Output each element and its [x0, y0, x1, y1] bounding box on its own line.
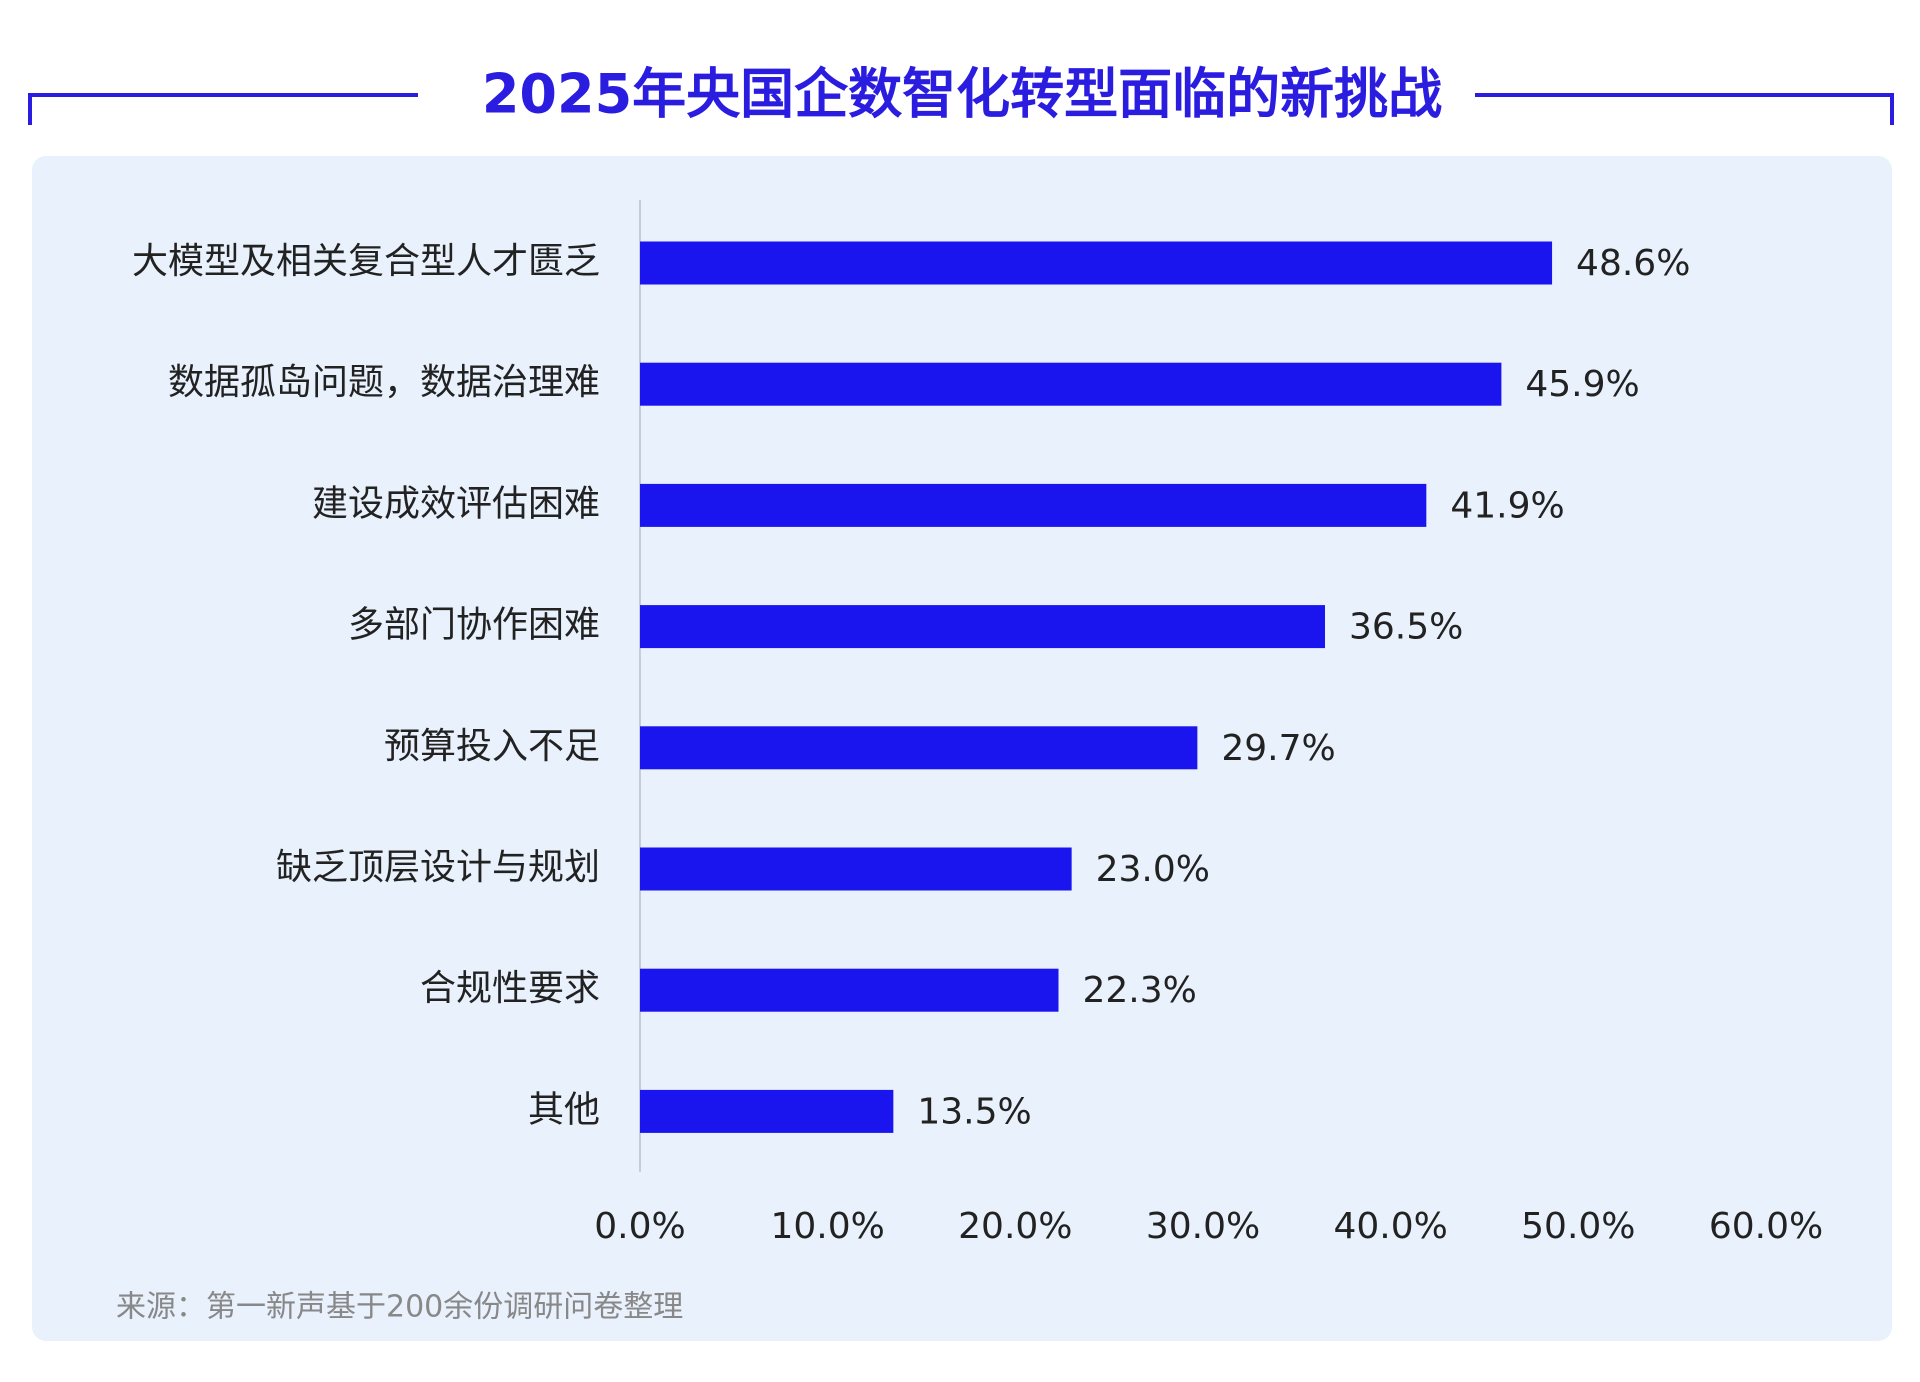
category-label: 其他 — [528, 1089, 600, 1130]
value-label: 22.3% — [1082, 970, 1196, 1011]
bar — [640, 605, 1325, 649]
value-label: 13.5% — [917, 1091, 1031, 1132]
bar — [640, 1089, 894, 1133]
x-tick-label: 30.0% — [1146, 1206, 1260, 1247]
category-label: 合规性要求 — [420, 968, 600, 1009]
bar — [640, 241, 1553, 285]
category-label: 缺乏顶层设计与规划 — [276, 847, 600, 888]
value-label: 29.7% — [1221, 728, 1335, 769]
value-label: 36.5% — [1349, 607, 1463, 648]
bar — [640, 483, 1427, 527]
bar — [640, 362, 1502, 406]
value-label: 45.9% — [1525, 364, 1639, 405]
bar — [640, 847, 1072, 891]
bar — [640, 726, 1198, 770]
x-tick-label: 0.0% — [594, 1206, 685, 1247]
chart-title: 2025年央国企数智化转型面临的新挑战 — [482, 63, 1442, 126]
category-label: 预算投入不足 — [384, 726, 600, 767]
bar — [640, 968, 1059, 1012]
x-tick-label: 60.0% — [1709, 1206, 1823, 1247]
category-label: 建设成效评估困难 — [312, 483, 600, 524]
category-label: 大模型及相关复合型人才匮乏 — [132, 241, 600, 282]
category-label: 数据孤岛问题，数据治理难 — [168, 362, 600, 403]
x-tick-label: 50.0% — [1521, 1206, 1635, 1247]
x-tick-label: 40.0% — [1333, 1206, 1447, 1247]
x-tick-label: 10.0% — [770, 1206, 884, 1247]
frame-right — [1475, 93, 1894, 125]
frame-left — [28, 93, 418, 125]
value-label: 23.0% — [1096, 849, 1210, 890]
source-note: 来源：第一新声基于200余份调研问卷整理 — [116, 1290, 683, 1325]
value-label: 48.6% — [1576, 243, 1690, 284]
category-label: 多部门协作困难 — [348, 605, 600, 646]
x-tick-label: 20.0% — [958, 1206, 1072, 1247]
value-label: 41.9% — [1450, 485, 1564, 526]
